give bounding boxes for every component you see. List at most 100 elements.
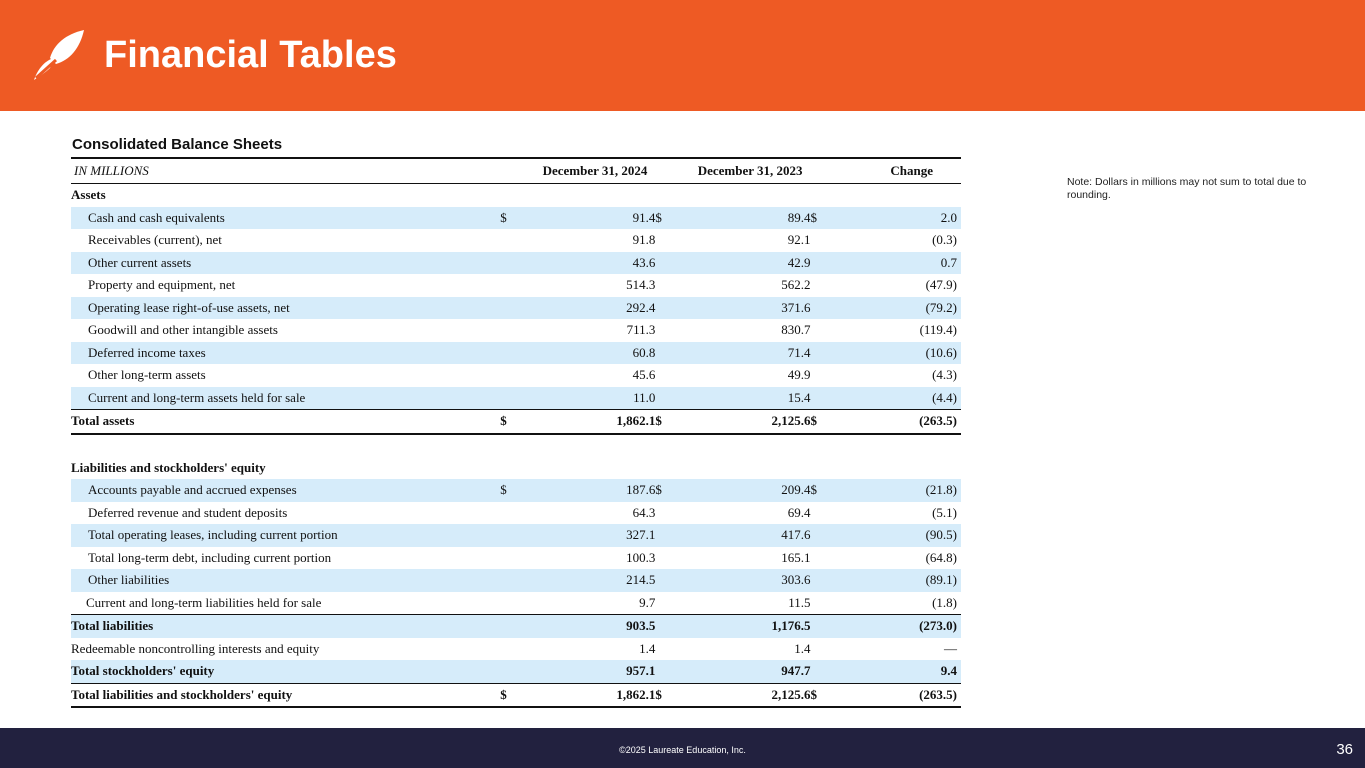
value-change: (64.8) [925, 549, 957, 565]
currency-symbol [655, 547, 669, 570]
table-row: Current and long-term liabilities held f… [71, 592, 961, 615]
currency-symbol [811, 457, 825, 480]
value-change: (263.5) [824, 682, 961, 708]
row-label: Total long-term debt, including current … [88, 549, 332, 565]
value-2024: 60.8 [514, 341, 656, 364]
value-2023: 562.2 [781, 277, 811, 293]
value-change: (90.5) [824, 524, 961, 547]
currency-symbol [810, 386, 825, 410]
column-header: Change [810, 157, 961, 184]
table-row: Cash and cash equivalents $91.4 $89.4 $2.0 [71, 206, 961, 229]
value-2023 [670, 457, 811, 480]
value-2024: 45.6 [632, 367, 656, 383]
currency-symbol [810, 296, 825, 319]
table-row: Other current assets 43.6 42.9 0.7 [71, 251, 961, 274]
currency-symbol [655, 457, 669, 480]
value-2023: 69.4 [787, 504, 811, 520]
row-label: Operating lease right-of-use assets, net [71, 296, 501, 319]
value-change: (21.8) [824, 479, 961, 502]
currency-symbol [810, 524, 825, 547]
value-2024: 1,862.1 [514, 409, 656, 435]
value-2024: 11.0 [514, 386, 656, 410]
currency-symbol [500, 660, 515, 683]
row-label: Current and long-term assets held for sa… [71, 386, 501, 410]
row-label: Liabilities and stockholders' equity [71, 459, 266, 475]
value-2024: 214.5 [514, 569, 656, 592]
value-2023: 303.6 [669, 569, 811, 592]
currency-symbol [655, 638, 669, 661]
value-2023: 1,176.5 [669, 614, 811, 638]
currency-symbol [810, 660, 825, 683]
row-label: Cash and cash equivalents [71, 206, 501, 229]
currency-symbol [500, 638, 514, 661]
currency-symbol [500, 274, 514, 297]
value-change: (4.3) [932, 367, 957, 383]
row-label: Total assets [71, 409, 501, 435]
table-row: Total long-term debt, including current … [71, 547, 961, 570]
value-change: 0.7 [824, 251, 961, 274]
currency-symbol: $ [500, 479, 515, 502]
value-change: 9.4 [824, 660, 961, 683]
spacer-row [71, 434, 961, 457]
value-change: 2.0 [824, 206, 961, 229]
row-label: Total stockholders' equity [71, 660, 501, 683]
value-2024: 292.4 [514, 296, 656, 319]
table-row: Receivables (current), net 91.8 92.1 (0.3) [71, 229, 961, 252]
table-row: Deferred income taxes 60.8 71.4 (10.6) [71, 341, 961, 364]
value-2024: 1,862.1 [514, 682, 656, 708]
row-label: Property and equipment, net [88, 277, 236, 293]
page-title: Financial Tables [104, 34, 397, 76]
currency-symbol [500, 386, 515, 410]
currency-symbol: $ [810, 409, 825, 435]
value-2024: 9.7 [639, 594, 656, 610]
value-2024: 187.6 [514, 479, 656, 502]
value-2023: 1.4 [794, 640, 811, 656]
currency-symbol [811, 319, 825, 342]
value-2024 [515, 184, 656, 207]
value-2023: 165.1 [781, 549, 811, 565]
value-2023: 15.4 [669, 386, 811, 410]
currency-symbol [810, 569, 825, 592]
row-label: Other liabilities [71, 569, 501, 592]
column-header: December 31, 2024 [500, 157, 656, 184]
currency-symbol [655, 364, 669, 387]
value-2023: 71.4 [669, 341, 811, 364]
currency-symbol: $ [500, 409, 515, 435]
value-2023: 92.1 [787, 232, 811, 248]
table-header-row: IN MILLIONS December 31, 2024 December 3… [71, 157, 961, 184]
value-change: (273.0) [824, 614, 961, 638]
value-2024: 43.6 [514, 251, 656, 274]
value-2023: 947.7 [669, 660, 811, 683]
copyright-text: ©2025 Laureate Education, Inc. [619, 745, 746, 755]
currency-symbol [811, 364, 825, 387]
currency-symbol [811, 184, 825, 207]
currency-symbol [500, 341, 515, 364]
row-label: Current and long-term liabilities held f… [86, 594, 322, 610]
table-row: Total liabilities 903.5 1,176.5 (273.0) [71, 614, 961, 638]
currency-symbol [655, 386, 670, 410]
row-label: Total operating leases, including curren… [71, 524, 501, 547]
row-label: Deferred revenue and student deposits [88, 504, 288, 520]
row-label: Other current assets [71, 251, 501, 274]
row-label: Goodwill and other intangible assets [88, 322, 278, 338]
row-label: Total liabilities and stockholders' equi… [71, 682, 501, 708]
value-2024: 903.5 [514, 614, 656, 638]
column-header: December 31, 2023 [655, 157, 811, 184]
currency-symbol [500, 319, 514, 342]
currency-symbol [811, 502, 825, 525]
currency-symbol: $ [500, 682, 515, 708]
currency-symbol [811, 592, 825, 615]
value-2024: 711.3 [626, 322, 656, 338]
currency-symbol: $ [810, 206, 825, 229]
currency-symbol: $ [810, 682, 825, 708]
value-2024: 100.3 [626, 549, 656, 565]
balance-sheet-table: IN MILLIONS December 31, 2024 December 3… [71, 157, 961, 708]
currency-symbol: $ [655, 479, 670, 502]
currency-symbol: $ [500, 206, 515, 229]
table-row: Operating lease right-of-use assets, net… [71, 296, 961, 319]
currency-symbol [655, 251, 670, 274]
currency-symbol [655, 524, 670, 547]
value-2023: 371.6 [669, 296, 811, 319]
currency-symbol [500, 569, 515, 592]
header-bar: Financial Tables [0, 0, 1365, 111]
